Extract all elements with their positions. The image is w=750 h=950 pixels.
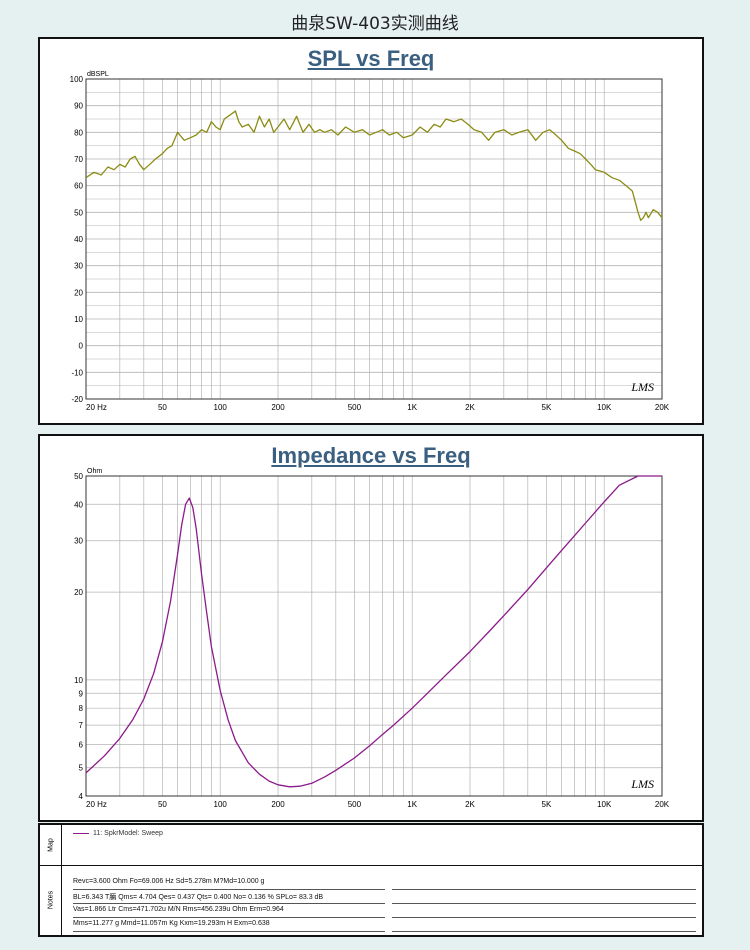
note-rule-3 — [73, 917, 385, 918]
page-title: 曲泉SW-403实测曲线 — [291, 14, 459, 34]
notes-section: Notes Revc=3.600 Ohm Fo=69.006 Hz Sd=5.2… — [40, 865, 702, 935]
impedance-chart-title: Impedance vs Freq — [271, 443, 471, 468]
x-tick-label: 20 Hz — [86, 800, 107, 809]
y-tick-label: 0 — [79, 342, 84, 351]
impedance-chart-panel: Impedance vs Freq 20 Hz 50 100 200 500 1K 2K 5K… — [38, 434, 704, 822]
x-tick-label: 500 — [348, 403, 362, 412]
spl-chart: 20 Hz 50 100 200 500 1K 2K 5K 10K 20K -20 -10 0 10 20 3… — [70, 71, 670, 412]
plot-frame — [85, 475, 663, 797]
series-line-0 — [85, 475, 662, 788]
legend-entry: 11: SpkrModel: Sweep — [73, 830, 163, 837]
legend-entry-label: 11: SpkrModel: Sweep — [93, 830, 163, 837]
note-rule-1 — [73, 889, 385, 890]
x-tick-label: 1K — [407, 403, 417, 412]
x-tick-label: 200 — [271, 800, 285, 809]
y-tick-label: 6 — [79, 741, 84, 750]
y-tick-label: -10 — [71, 368, 83, 377]
note-rule-2 — [73, 903, 385, 904]
y-tick-label: 9 — [79, 689, 84, 698]
x-tick-label: 20K — [655, 403, 670, 412]
x-tick-label: 1K — [407, 800, 417, 809]
y-tick-label: 10 — [74, 315, 83, 324]
lms-watermark: LMS — [630, 777, 654, 791]
y-tick-label: 40 — [74, 500, 83, 509]
x-tick-label: 2K — [465, 800, 475, 809]
x-tick-label: 500 — [348, 800, 362, 809]
map-label: Map — [47, 838, 54, 852]
y-tick-label: -20 — [71, 395, 83, 404]
y-tick-label: 100 — [70, 75, 84, 84]
note-line-2: BL=6.343 T脼 Qms= 4.704 Qes= 0.437 Qts= 0… — [73, 894, 324, 901]
lms-watermark: LMS — [630, 380, 654, 394]
y-tick-label: 50 — [74, 472, 83, 481]
spl-chart-title: SPL vs Freq — [307, 46, 435, 71]
map-side-label: Map — [40, 825, 62, 865]
spl-chart-panel: SPL vs Freq 20 Hz 50 100 200 500 1K 2K 5K 10K 20K… — [38, 37, 704, 425]
plot-frame — [85, 78, 663, 400]
map-section: Map 11: SpkrModel: Sweep — [40, 825, 702, 866]
x-tick-label: 50 — [158, 800, 167, 809]
note-rule-3b — [392, 917, 696, 918]
x-tick-label: 10K — [597, 800, 612, 809]
y-tick-label: 50 — [74, 208, 83, 217]
note-rule-4 — [73, 931, 385, 932]
info-panel: Map 11: SpkrModel: Sweep Notes Revc=3.60… — [38, 823, 704, 937]
y-axis-unit: Ohm — [87, 468, 102, 475]
y-tick-label: 60 — [74, 182, 83, 191]
y-axis-unit: dBSPL — [87, 71, 109, 78]
y-tick-label: 20 — [74, 288, 83, 297]
note-rule-2b — [392, 903, 696, 904]
x-tick-label: 2K — [465, 403, 475, 412]
series-line-0 — [85, 110, 663, 221]
y-tick-label: 4 — [79, 792, 84, 801]
y-tick-label: 40 — [74, 235, 83, 244]
y-tick-label: 7 — [79, 721, 84, 730]
impedance-chart: 20 Hz 50 100 200 500 1K 2K 5K 10K 20K 4 5 6 7 8 9 10 20 30… — [74, 468, 670, 809]
y-tick-label: 30 — [74, 537, 83, 546]
y-tick-label: 5 — [79, 764, 84, 773]
y-tick-label: 20 — [74, 588, 83, 597]
x-tick-label: 20K — [655, 800, 670, 809]
x-tick-label: 50 — [158, 403, 167, 412]
note-line-1: Revc=3.600 Ohm Fo=69.006 Hz Sd=5.278m M?… — [73, 878, 265, 885]
legend-swatch — [73, 833, 89, 834]
x-tick-label: 20 Hz — [86, 403, 107, 412]
note-line-4: Mms=11.277 g Mmd=11.057m Kg Kxm=19.293m … — [73, 920, 270, 927]
y-tick-label: 80 — [74, 128, 83, 137]
y-tick-label: 10 — [74, 676, 83, 685]
y-tick-label: 8 — [79, 704, 84, 713]
y-tick-label: 70 — [74, 155, 83, 164]
x-tick-label: 5K — [542, 800, 552, 809]
note-rule-1b — [392, 889, 696, 890]
notes-label: Notes — [47, 890, 54, 910]
x-tick-label: 200 — [271, 403, 285, 412]
x-tick-label: 100 — [214, 403, 228, 412]
x-tick-label: 5K — [542, 403, 552, 412]
note-line-3: Vas=1.866 Ltr Cms=471.702u M/N Rms=456.2… — [73, 906, 284, 913]
note-rule-4b — [392, 931, 696, 932]
y-tick-label: 90 — [74, 102, 83, 111]
y-tick-label: 30 — [74, 262, 83, 271]
x-tick-label: 100 — [214, 800, 228, 809]
x-tick-label: 10K — [597, 403, 612, 412]
notes-side-label: Notes — [40, 865, 62, 935]
